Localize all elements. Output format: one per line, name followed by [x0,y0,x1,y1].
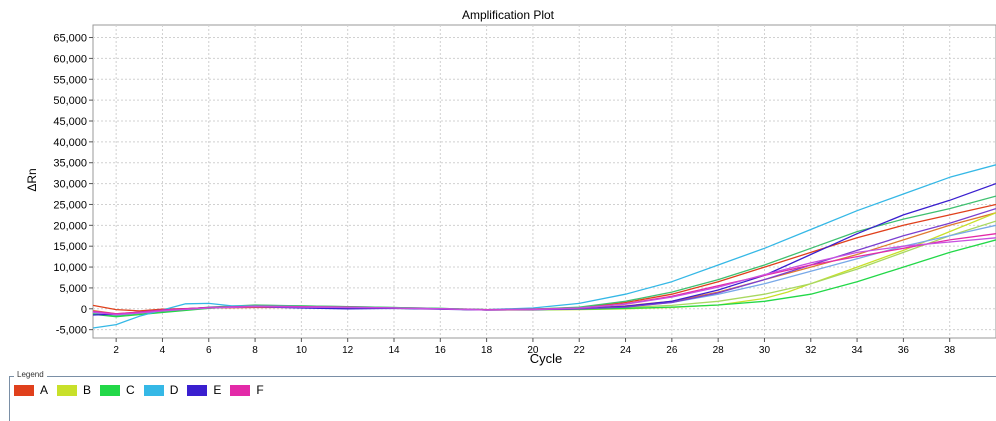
legend-item-a: A [14,383,48,397]
x-tick-label: 20 [527,345,539,356]
legend: A B C D E F [14,383,273,397]
legend-panel [9,376,996,421]
x-tick-label: 4 [160,345,166,356]
legend-item-c: C [100,383,135,397]
legend-swatch [100,384,121,396]
legend-item-b: B [57,383,91,397]
x-tick-label: 18 [481,345,493,356]
x-tick-label: 26 [666,345,678,356]
y-tick-label: 50,000 [53,95,87,107]
legend-swatch [187,384,208,396]
x-tick-label: 24 [620,345,632,356]
x-axis-label: Cycle [530,351,563,366]
legend-item-e: E [187,383,221,397]
y-axis-ticks: -5,000 0 5,000 10,000 15,000 20,000 25,000 30,0… [53,33,93,337]
y-tick-label: 5,000 [59,283,87,295]
y-tick-label: 30,000 [53,179,87,191]
amplification-plot: Amplification Plot -5,000 0 5,000 10,000 15,… [25,8,996,366]
y-tick-label: 65,000 [53,33,87,45]
plot-area [92,24,996,339]
y-tick-label: 10,000 [53,262,87,274]
y-tick-label: 45,000 [53,116,87,128]
legend-item-d: D [143,383,179,397]
y-tick-label: 60,000 [53,53,87,65]
y-axis-label: ΔRn [25,168,39,191]
legend-label: F [256,383,264,397]
legend-label: D [169,383,179,397]
x-tick-label: 16 [435,345,447,356]
legend-swatch [57,384,78,396]
y-tick-label: 25,000 [53,199,87,211]
legend-swatch [143,384,164,396]
legend-label: A [40,383,49,397]
legend-label: B [83,383,92,397]
y-tick-label: 0 [81,304,87,316]
amplification-curves [92,164,996,329]
legend-item-f: F [230,383,264,397]
x-tick-label: 2 [113,345,119,356]
x-tick-label: 10 [296,345,308,356]
x-tick-label: 8 [252,345,258,356]
legend-label: C [126,383,135,397]
legend-title: Legend [14,370,47,379]
x-tick-label: 6 [206,345,212,356]
x-tick-label: 12 [342,345,354,356]
x-tick-label: 14 [388,345,400,356]
amplification-curve-12 [92,237,996,316]
x-tick-label: 28 [713,345,725,356]
x-axis-ticks: 2 4 6 8 10 12 14 16 18 20 22 24 26 28 30 32 34 36 38 [113,338,956,356]
legend-swatch [14,384,34,396]
chart-title: Amplification Plot [462,8,555,22]
y-tick-label: -5,000 [56,325,87,337]
x-tick-label: 34 [852,345,864,356]
y-tick-label: 40,000 [53,137,87,149]
legend-label: E [213,383,222,397]
gridlines [93,25,996,338]
y-tick-label: 20,000 [53,220,87,232]
x-tick-label: 30 [759,345,771,356]
x-tick-label: 22 [574,345,586,356]
legend-swatch [230,384,251,396]
y-tick-label: 35,000 [53,158,87,170]
y-tick-label: 55,000 [53,74,87,86]
x-tick-label: 36 [898,345,910,356]
x-tick-label: 38 [944,345,956,356]
y-tick-label: 15,000 [53,241,87,253]
x-tick-label: 32 [805,345,817,356]
